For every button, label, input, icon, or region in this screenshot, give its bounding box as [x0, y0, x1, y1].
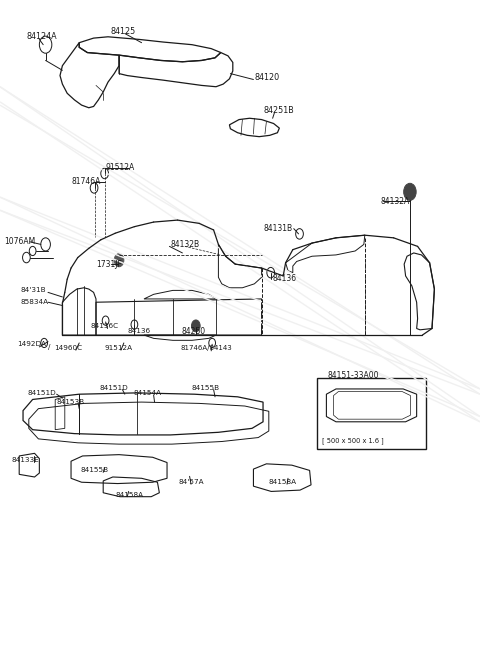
Text: 84136: 84136 — [127, 328, 150, 334]
Text: 84125: 84125 — [110, 27, 136, 36]
Text: 84124A: 84124A — [26, 32, 57, 41]
Text: 84131B: 84131B — [263, 224, 292, 233]
Polygon shape — [0, 210, 480, 394]
Text: 84155B: 84155B — [192, 384, 220, 391]
Text: 84151D: 84151D — [28, 390, 57, 396]
Text: 84136: 84136 — [273, 274, 297, 283]
Text: 84136C: 84136C — [90, 323, 119, 329]
Text: 84154A: 84154A — [133, 390, 162, 396]
Polygon shape — [0, 105, 480, 389]
Text: 84251B: 84251B — [263, 106, 294, 115]
Bar — [317, 378, 426, 449]
Text: 81746A/84143: 81746A/84143 — [180, 345, 232, 351]
Text: 84'31B: 84'31B — [20, 287, 46, 294]
Polygon shape — [0, 197, 480, 422]
Text: 84153B: 84153B — [57, 399, 85, 405]
Text: 91512A: 91512A — [105, 345, 133, 351]
Text: 85834A: 85834A — [20, 299, 48, 306]
Text: [ 500 x 500 x 1.6 ]: [ 500 x 500 x 1.6 ] — [323, 437, 384, 443]
Text: 84133E: 84133E — [12, 457, 40, 463]
Text: 84151D: 84151D — [100, 384, 129, 391]
Circle shape — [114, 254, 124, 267]
Text: 1492DA: 1492DA — [17, 341, 46, 348]
Polygon shape — [0, 197, 480, 389]
Text: 1076AM: 1076AM — [4, 237, 35, 246]
Polygon shape — [0, 87, 480, 394]
Text: 84132A: 84132A — [380, 196, 409, 206]
Text: 84158A: 84158A — [269, 479, 297, 486]
Text: 84'57A: 84'57A — [179, 479, 204, 486]
Circle shape — [404, 183, 416, 200]
Text: 84260: 84260 — [181, 327, 205, 336]
Text: 1731JF: 1731JF — [96, 260, 122, 269]
Text: 84151-33A00: 84151-33A00 — [327, 371, 379, 380]
Polygon shape — [0, 102, 480, 422]
Circle shape — [192, 320, 200, 332]
Text: 81746A: 81746A — [71, 177, 100, 187]
Text: 84120: 84120 — [254, 73, 279, 82]
Text: 91512A: 91512A — [106, 163, 135, 172]
Text: 14960C: 14960C — [54, 345, 82, 351]
Text: 84158A: 84158A — [115, 492, 144, 499]
Text: 84155B: 84155B — [81, 467, 109, 474]
Text: /: / — [48, 344, 50, 350]
Text: 84132B: 84132B — [170, 240, 200, 249]
Polygon shape — [0, 87, 480, 417]
Polygon shape — [0, 210, 480, 417]
